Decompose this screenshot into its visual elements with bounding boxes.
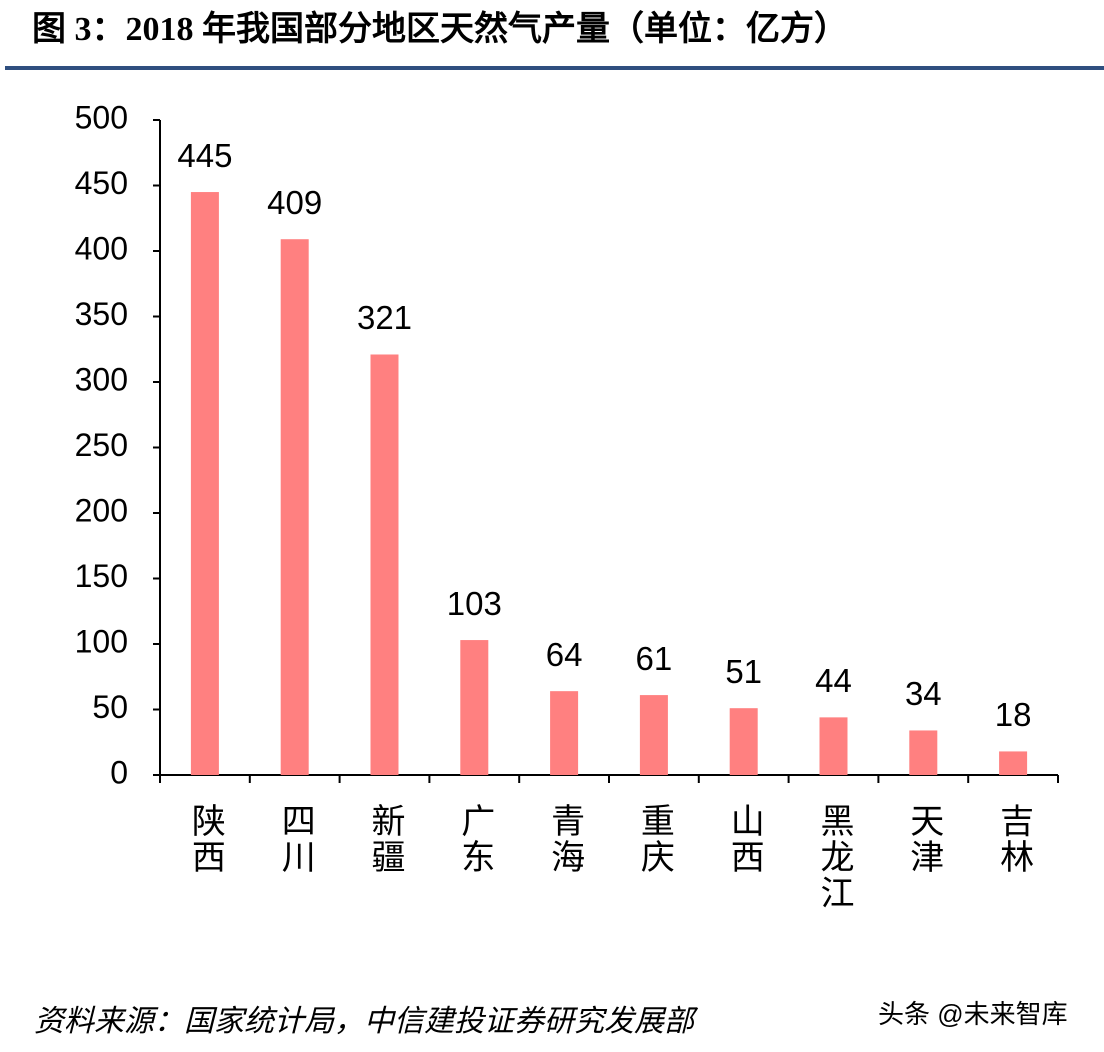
data-label: 445 xyxy=(177,137,232,174)
y-tick-label: 450 xyxy=(75,165,128,201)
y-tick-label: 400 xyxy=(75,230,128,266)
y-tick-label: 250 xyxy=(75,427,128,463)
y-tick-label: 50 xyxy=(92,689,128,725)
bar xyxy=(639,695,668,775)
data-label: 61 xyxy=(636,640,673,677)
data-label: 409 xyxy=(267,184,322,221)
bar xyxy=(819,717,848,775)
x-tick-label: 青海 xyxy=(546,803,584,875)
bar xyxy=(550,691,579,775)
bar xyxy=(909,730,938,775)
y-tick-label: 0 xyxy=(110,754,128,790)
title-rule xyxy=(5,66,1104,70)
x-tick-label: 山西 xyxy=(725,803,762,875)
bar xyxy=(729,708,758,775)
x-tick-label: 黑龙江 xyxy=(815,803,853,911)
x-tick-label: 吉林 xyxy=(995,803,1034,875)
y-tick-label: 350 xyxy=(75,296,128,332)
x-tick-label: 天津 xyxy=(905,803,943,875)
x-tick-label: 陕西 xyxy=(186,803,223,875)
y-tick-label: 150 xyxy=(75,558,128,594)
watermark: 头条 @未来智库 xyxy=(878,999,1068,1029)
bar xyxy=(280,239,309,775)
bar xyxy=(370,354,399,775)
x-tick-label: 重庆 xyxy=(635,803,674,875)
data-label: 18 xyxy=(995,696,1032,733)
y-tick-label: 100 xyxy=(75,623,128,659)
source-note: 资料来源：国家统计局，中信建投证券研究发展部 xyxy=(34,1005,699,1038)
data-label: 44 xyxy=(815,662,852,699)
data-label: 321 xyxy=(357,299,412,336)
chart-title: 图 3：2018 年我国部分地区天然气产量（单位：亿方） xyxy=(32,9,848,48)
y-tick-label: 500 xyxy=(75,99,128,135)
bar xyxy=(460,640,489,775)
bar xyxy=(190,192,219,776)
data-label: 34 xyxy=(905,675,942,712)
data-label: 103 xyxy=(447,585,502,622)
x-tick-label: 新疆 xyxy=(366,803,404,875)
x-tick-label: 广东 xyxy=(456,803,494,875)
x-tick-label: 四川 xyxy=(276,803,315,875)
y-tick-label: 300 xyxy=(75,361,128,397)
bar xyxy=(999,751,1028,775)
data-label: 51 xyxy=(725,653,762,690)
data-label: 64 xyxy=(546,636,583,673)
y-tick-label: 200 xyxy=(75,492,128,528)
